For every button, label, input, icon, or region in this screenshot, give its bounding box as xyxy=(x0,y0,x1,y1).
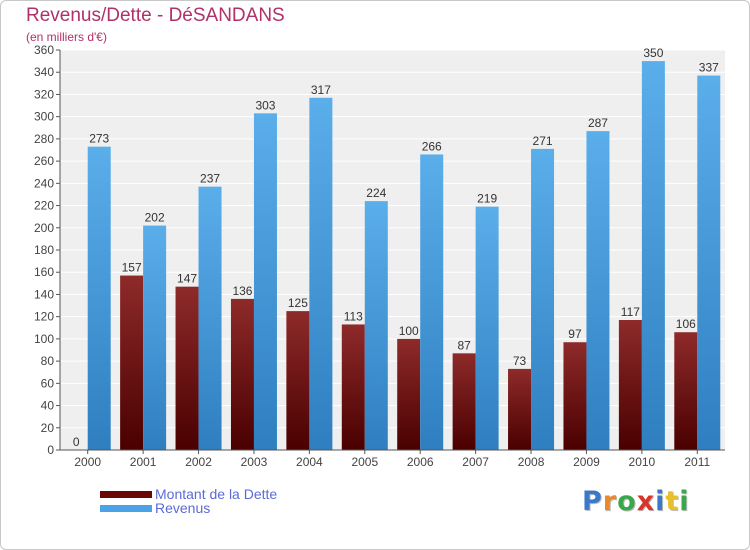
data-label-dette: 100 xyxy=(399,324,419,338)
data-label-revenus: 237 xyxy=(200,172,220,186)
y-tick-label: 120 xyxy=(34,310,54,324)
x-tick-label: 2000 xyxy=(74,455,101,469)
bar-dette xyxy=(618,320,642,450)
x-tick-label: 2003 xyxy=(241,455,268,469)
bar-dette xyxy=(230,298,254,450)
bar-revenus xyxy=(697,75,721,451)
y-tick-label: 300 xyxy=(34,110,54,124)
y-tick-label: 360 xyxy=(34,43,54,57)
data-label-dette: 113 xyxy=(344,309,363,323)
bar-revenus xyxy=(309,97,333,451)
legend-label-revenus: Revenus xyxy=(155,500,211,516)
x-tick-label: 2009 xyxy=(573,455,600,469)
y-tick-label: 100 xyxy=(34,332,54,346)
bar-revenus xyxy=(531,148,555,450)
proxiti-logo: Proxiti xyxy=(582,486,690,517)
bar-dette xyxy=(563,342,587,450)
legend-label-dette: Montant de la Dette xyxy=(155,486,278,502)
logo-letter: o xyxy=(617,486,637,517)
x-tick-label: 2006 xyxy=(407,455,434,469)
bar-dette xyxy=(120,275,144,450)
y-tick-label: 0 xyxy=(47,443,54,457)
legend-swatch-revenus xyxy=(100,505,152,512)
y-tick-label: 160 xyxy=(34,265,54,279)
legend-swatch-dette xyxy=(100,491,152,498)
bar-revenus xyxy=(143,225,167,450)
data-label-revenus: 271 xyxy=(533,134,553,148)
bar-revenus xyxy=(198,186,222,450)
data-label-dette: 87 xyxy=(457,338,471,352)
data-label-dette: 73 xyxy=(513,354,527,368)
data-label-dette: 147 xyxy=(177,272,197,286)
data-label-revenus: 287 xyxy=(588,116,608,130)
y-tick-label: 240 xyxy=(34,176,54,190)
axes: 0 20 40 60 80 100 120 140 160 180 200 220 240 260 280 3… xyxy=(34,43,725,469)
bar-dette xyxy=(341,324,365,450)
bar-revenus xyxy=(475,206,499,450)
y-tick-label: 20 xyxy=(41,421,55,435)
x-tick-label: 2008 xyxy=(518,455,545,469)
bar-revenus xyxy=(641,61,665,450)
logo-letter: x xyxy=(636,486,656,517)
y-tick-label: 80 xyxy=(41,354,55,368)
y-tick-label: 280 xyxy=(34,132,54,146)
x-tick-label: 2010 xyxy=(629,455,656,469)
y-tick-label: 60 xyxy=(41,376,55,390)
logo-letter: P xyxy=(582,486,603,517)
data-label-dette: 97 xyxy=(568,327,582,341)
y-tick-label: 40 xyxy=(41,399,55,413)
data-label-dette: 106 xyxy=(676,317,696,331)
bar-revenus xyxy=(253,113,277,450)
y-tick-label: 180 xyxy=(34,243,54,257)
data-label-dette: 117 xyxy=(621,305,640,319)
y-tick-label: 320 xyxy=(34,87,54,101)
data-label-revenus: 303 xyxy=(255,98,275,112)
data-label-revenus: 273 xyxy=(89,132,109,146)
bar-revenus xyxy=(364,201,388,450)
x-tick-label: 2001 xyxy=(130,455,157,469)
data-label-revenus: 224 xyxy=(366,186,386,200)
data-label-dette: 125 xyxy=(288,296,308,310)
bar-dette xyxy=(508,368,532,450)
x-tick-label: 2002 xyxy=(185,455,212,469)
x-tick-label: 2007 xyxy=(462,455,489,469)
bar-dette xyxy=(175,286,199,450)
data-label-revenus: 337 xyxy=(699,61,719,75)
data-label-revenus: 350 xyxy=(643,46,663,60)
y-tick-label: 140 xyxy=(34,287,54,301)
logo-letter: r xyxy=(602,486,618,517)
data-label-revenus: 219 xyxy=(477,192,497,206)
logo-letter: i xyxy=(655,486,666,517)
bars xyxy=(87,61,721,451)
data-label-dette: 136 xyxy=(232,284,252,298)
y-tick-label: 260 xyxy=(34,154,54,168)
x-tick-label: 2005 xyxy=(351,455,378,469)
x-tick-label: 2011 xyxy=(684,455,710,469)
bar-revenus xyxy=(87,146,111,450)
chart-title: Revenus/Dette - DéSANDANS xyxy=(26,5,285,26)
x-tick-label: 2004 xyxy=(296,455,323,469)
bar-dette xyxy=(452,353,476,450)
bar-revenus xyxy=(420,154,444,450)
y-tick-label: 340 xyxy=(34,65,54,79)
data-label-dette: 157 xyxy=(122,261,142,275)
y-tick-label: 200 xyxy=(34,221,54,235)
data-label-revenus: 317 xyxy=(311,83,331,97)
bar-revenus xyxy=(586,131,610,450)
logo-letter: i xyxy=(679,486,690,517)
bar-dette xyxy=(286,311,310,450)
data-label-revenus: 202 xyxy=(145,211,165,225)
data-label-revenus: 266 xyxy=(422,139,442,153)
labels: 0 273 157 202 147 237 136 303 125 317 113 224 100 266… xyxy=(73,46,719,449)
bar-dette xyxy=(674,332,698,450)
chart-subtitle: (en milliers d'€) xyxy=(26,30,107,44)
bar-dette xyxy=(397,338,421,450)
y-tick-label: 220 xyxy=(34,199,54,213)
logo-letter: t xyxy=(665,486,680,517)
data-label-dette: 0 xyxy=(73,435,80,449)
